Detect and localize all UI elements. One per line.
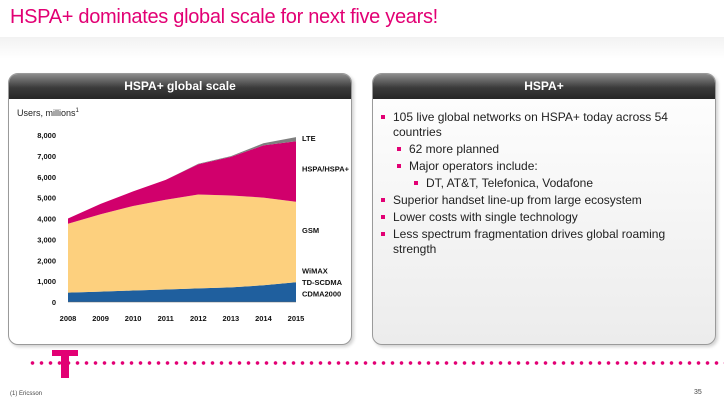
series-label: TD-SCDMA (302, 278, 343, 287)
bullet-square-icon (397, 164, 401, 168)
area-series (68, 282, 296, 302)
bullet-square-icon (381, 215, 385, 219)
x-tick-label: 2012 (190, 314, 207, 323)
y-tick-label: 5,000 (37, 194, 56, 203)
bullet-item: Major operators include: (379, 159, 711, 174)
y-tick-label: 4,000 (37, 215, 56, 224)
y-tick-label: 8,000 (37, 131, 56, 140)
y-tick-label: 0 (52, 298, 56, 307)
bullet-list: 105 live global networks on HSPA+ today … (379, 110, 711, 259)
x-tick-label: 2010 (125, 314, 142, 323)
stacked-area-chart: Users, millions1 0 1,000 2,000 3,000 4,000 5,0… (17, 108, 350, 323)
bullet-text: 105 live global networks on HSPA+ today … (393, 110, 668, 139)
bullet-item: Lower costs with single technology (379, 210, 711, 225)
bullet-item: 105 live global networks on HSPA+ today … (379, 110, 711, 140)
bullet-square-icon (381, 198, 385, 202)
bullet-square-icon (397, 147, 401, 151)
bullet-item: DT, AT&T, Telefonica, Vodafone (379, 176, 711, 191)
bullet-text: Major operators include: (409, 159, 538, 173)
bullet-text: 62 more planned (409, 142, 500, 156)
series-label: LTE (302, 134, 316, 143)
x-tick-label: 2015 (288, 314, 305, 323)
series-label: WiMAX (302, 267, 328, 276)
title-divider (0, 37, 724, 59)
x-tick-label: 2008 (60, 314, 77, 323)
bullet-item: 62 more planned (379, 142, 711, 157)
chart-panel-header: HSPA+ global scale (9, 74, 351, 99)
series-label: GSM (302, 226, 319, 235)
y-tick-label: 7,000 (37, 152, 56, 161)
chart-panel: HSPA+ global scale Users, millions1 0 1,00… (8, 73, 352, 345)
bullet-item: Superior handset line-up from large ecos… (379, 193, 711, 208)
info-panel-header: HSPA+ (373, 74, 715, 99)
telekom-t-logo-icon (52, 350, 78, 380)
bullet-square-icon (381, 115, 385, 119)
bullet-text: Less spectrum fragmentation drives globa… (393, 227, 666, 256)
footnote: (1) Ericsson (10, 391, 43, 397)
bullet-text: DT, AT&T, Telefonica, Vodafone (426, 176, 593, 190)
area-series (68, 141, 296, 224)
y-tick-label: 3,000 (37, 235, 56, 244)
info-panel: HSPA+ 105 live global networks on HSPA+ … (372, 73, 716, 345)
y-tick-label: 2,000 (37, 256, 56, 265)
bullet-text: Lower costs with single technology (393, 210, 578, 224)
x-tick-label: 2013 (223, 314, 240, 323)
y-tick-label: 1,000 (37, 277, 56, 286)
page-number: 35 (694, 389, 702, 396)
x-tick-label: 2009 (92, 314, 109, 323)
bullet-item: Less spectrum fragmentation drives globa… (379, 227, 711, 257)
bullet-text: Superior handset line-up from large ecos… (393, 193, 642, 207)
slide-title: HSPA+ dominates global scale for next fi… (10, 6, 438, 28)
x-tick-label: 2014 (255, 314, 273, 323)
area-series (68, 194, 296, 293)
x-tick-label: 2011 (158, 314, 174, 323)
series-label: CDMA2000 (302, 290, 341, 299)
series-label: HSPA/HSPA+ (302, 164, 350, 173)
y-axis-label: Users, millions1 (17, 108, 80, 118)
bullet-square-icon (414, 181, 418, 185)
bullet-square-icon (381, 232, 385, 236)
y-tick-label: 6,000 (37, 173, 56, 182)
footer-dotted-line (28, 361, 724, 365)
